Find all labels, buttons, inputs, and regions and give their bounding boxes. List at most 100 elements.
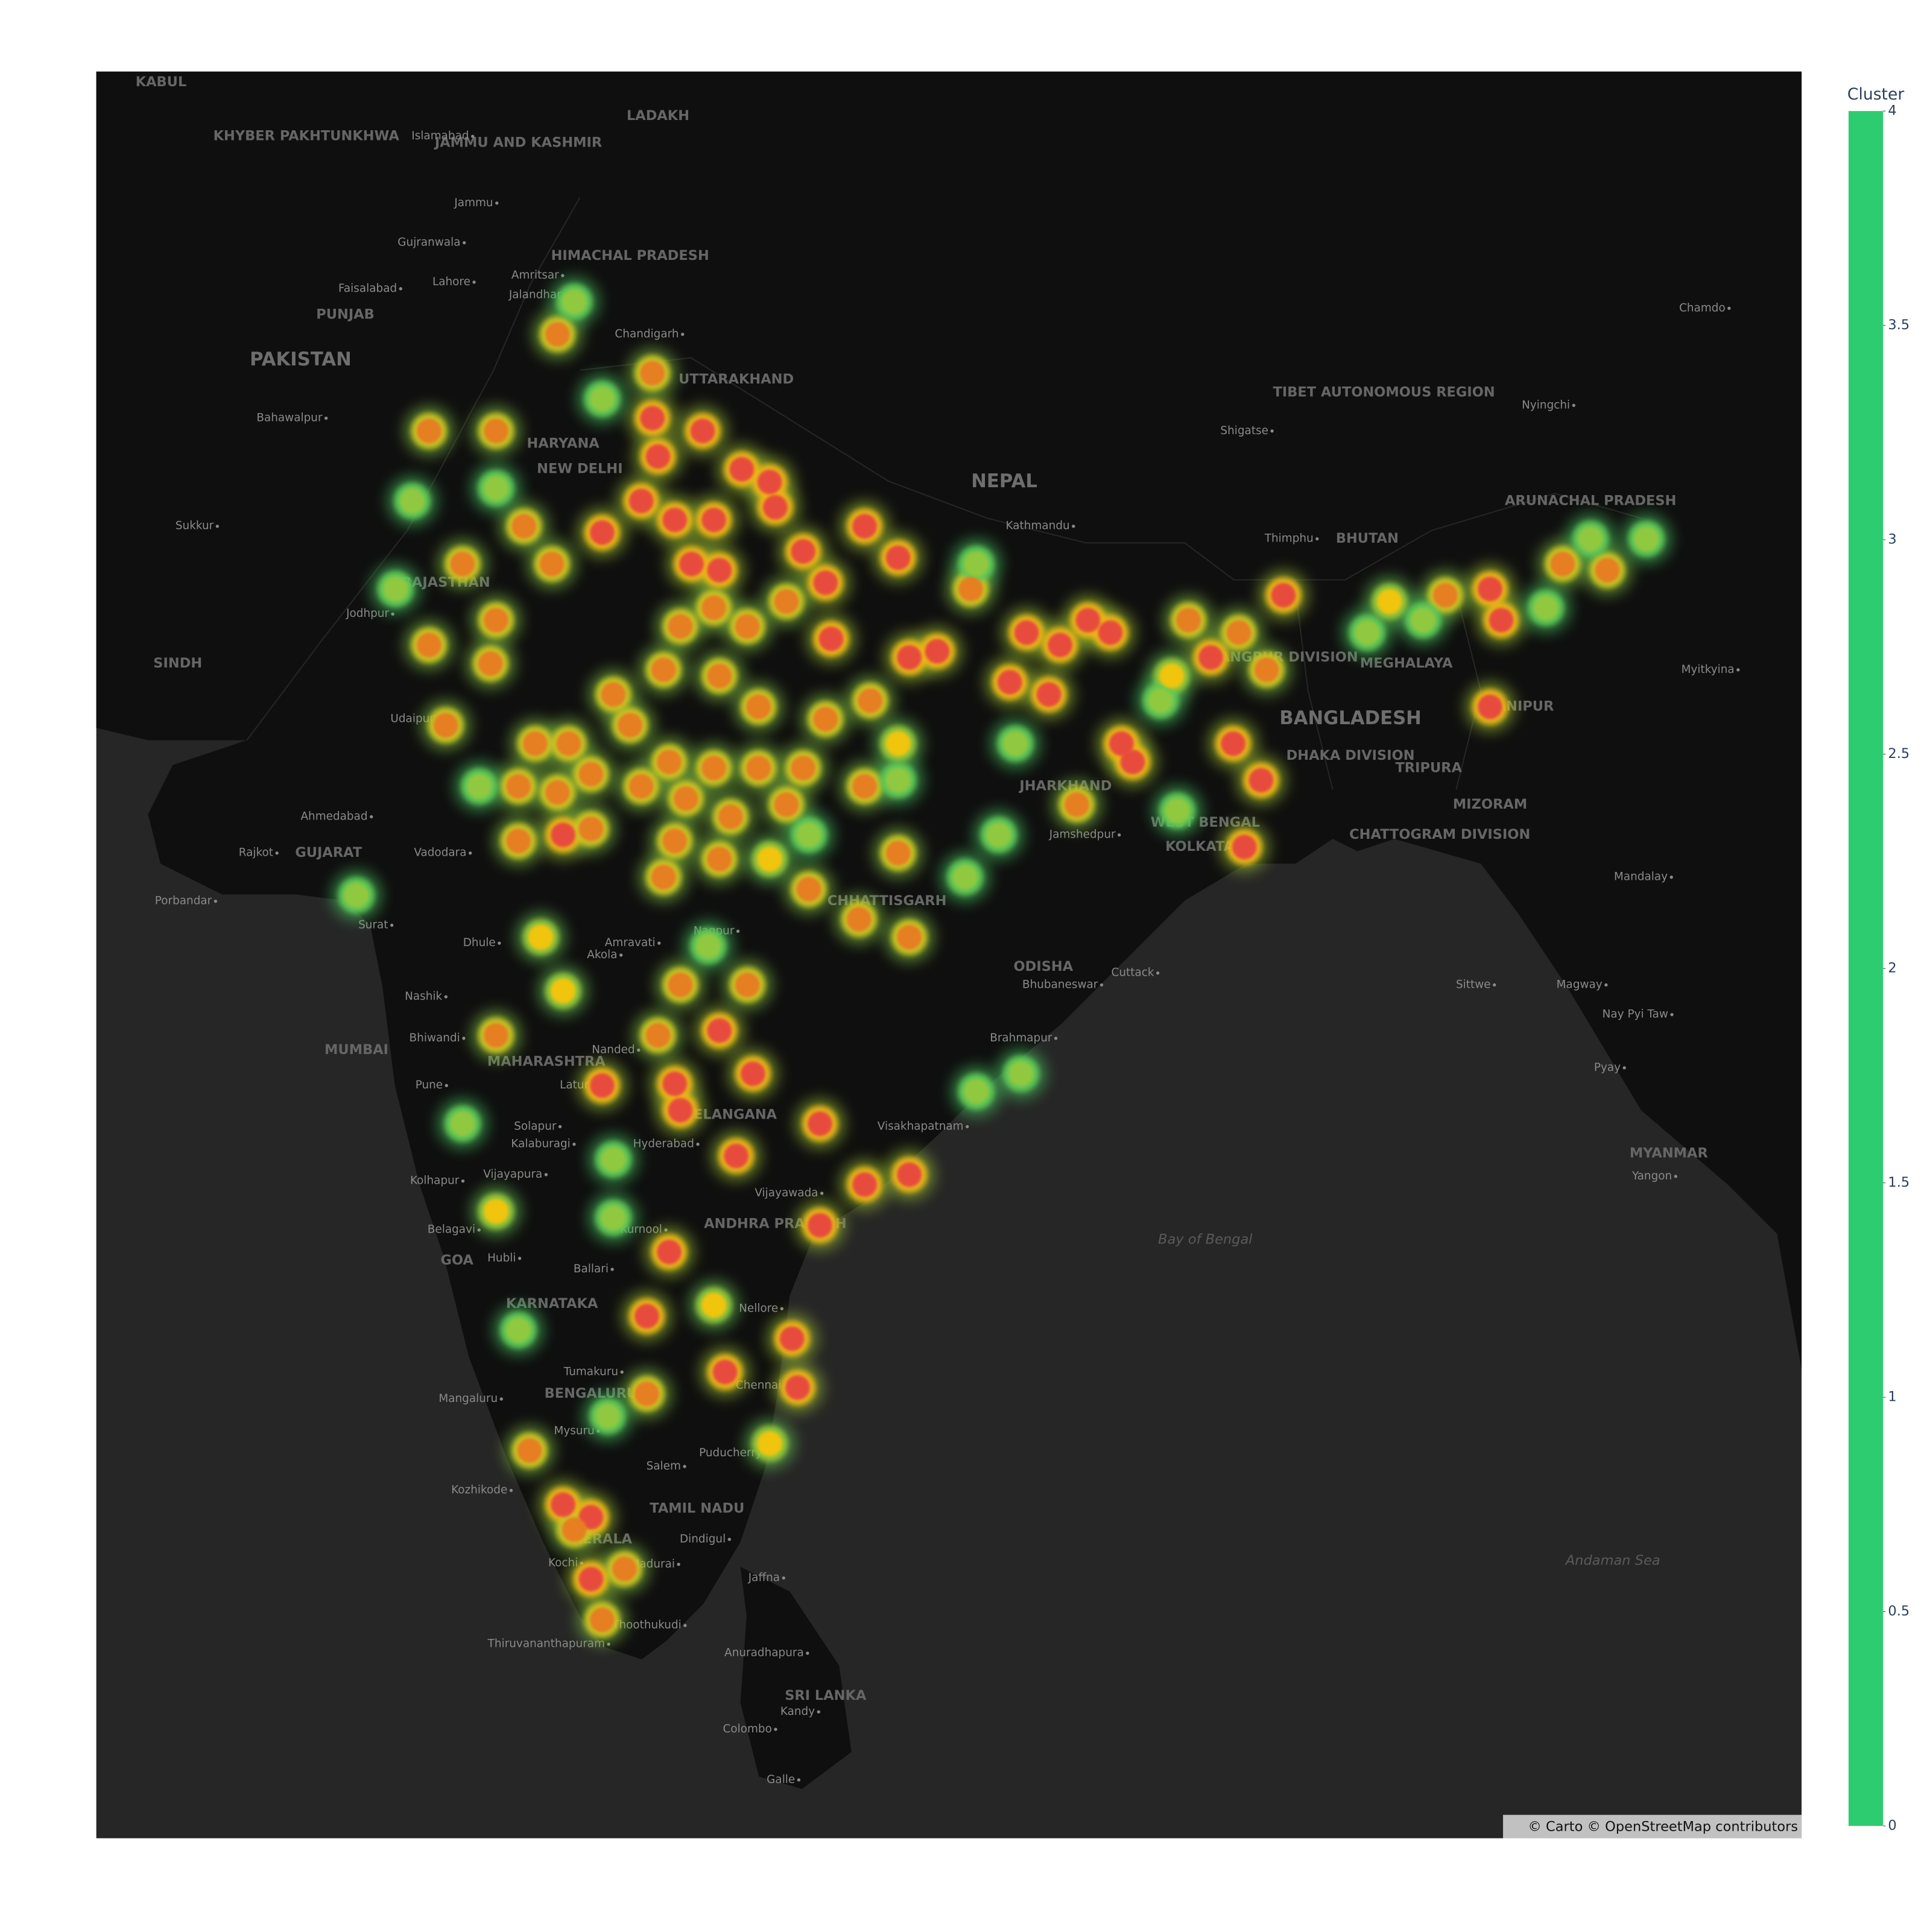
density-core (662, 1071, 688, 1096)
density-core (1120, 750, 1145, 775)
density-core (1221, 731, 1246, 756)
density-core (657, 750, 682, 775)
density-core (746, 694, 771, 719)
density-core (779, 1326, 805, 1351)
density-core (522, 731, 548, 756)
density-core (528, 924, 554, 950)
city-dot (469, 851, 472, 855)
density-core (640, 406, 665, 431)
map-label: Anuradhapura (724, 1647, 804, 1659)
density-core (634, 1381, 659, 1406)
map-label: GUJARAT (295, 845, 362, 860)
map-label: Jaffna (748, 1571, 780, 1584)
city-dot (558, 1125, 562, 1129)
density-core (673, 786, 698, 811)
density-core (701, 595, 727, 620)
density-core (651, 657, 676, 683)
density-core (416, 633, 441, 658)
map-label: Sittwe (1456, 978, 1491, 991)
map-label: Jammu (454, 197, 493, 209)
density-core (651, 865, 676, 890)
density-core (846, 906, 872, 932)
city-dot (561, 274, 565, 277)
density-core (1411, 608, 1435, 633)
map-label: LADAKH (627, 108, 689, 124)
map-label: Mysuru (554, 1424, 595, 1437)
city-dot (1670, 1012, 1674, 1017)
density-core (634, 1304, 659, 1329)
density-core (484, 476, 508, 501)
map-label: Lahore (432, 276, 470, 288)
colorbar-tick-label: 3.5 (1888, 317, 1909, 333)
density-core (668, 972, 693, 997)
city-dot (214, 899, 218, 903)
density-core (545, 780, 570, 805)
density-core (1271, 582, 1296, 608)
density-core (1014, 620, 1039, 645)
density-core (1254, 657, 1279, 683)
map-label: Kalaburagi (511, 1138, 570, 1151)
density-core (964, 1079, 989, 1104)
map-label: Brahmapur (990, 1032, 1052, 1044)
density-core (1148, 688, 1173, 713)
density-core (450, 551, 475, 576)
city-dot (619, 953, 623, 957)
density-core (701, 756, 727, 781)
density-core (478, 651, 503, 677)
city-dot (683, 1465, 686, 1468)
density-core (1198, 645, 1224, 670)
map-label: MIZORAM (1453, 797, 1527, 812)
map-label: BANGLADESH (1279, 708, 1422, 729)
map-label: Pyay (1594, 1061, 1621, 1074)
density-core (1003, 731, 1028, 756)
borders (246, 197, 1642, 790)
city-dot (620, 1370, 624, 1374)
colorbar-tick-label: 0.5 (1888, 1603, 1909, 1619)
map-label: Faisalabad (338, 282, 397, 295)
colorbar-tick-label: 4 (1888, 103, 1896, 119)
density-core (813, 570, 838, 595)
map-label: TIBET AUTONOMOUS REGION (1273, 384, 1495, 400)
city-dot (509, 1489, 513, 1492)
colorbar-tick-label: 1 (1888, 1389, 1896, 1405)
map-label: Dhule (463, 936, 496, 949)
density-core (1550, 551, 1575, 576)
density-core (506, 774, 531, 799)
density-core (897, 924, 922, 950)
density-core (589, 1607, 615, 1632)
density-core (679, 551, 704, 576)
density-core (1159, 663, 1185, 689)
density-core (774, 589, 799, 614)
map-label: GOA (441, 1252, 474, 1268)
city-dot (1054, 1037, 1058, 1040)
city-dot (399, 287, 402, 291)
map-label: Nellore (739, 1302, 778, 1315)
map-label: Nay Pyi Taw (1603, 1008, 1668, 1021)
city-dot (462, 1037, 466, 1040)
city-dot (774, 1728, 777, 1731)
density-core (383, 576, 408, 602)
density-core (701, 1293, 727, 1318)
density-core (818, 627, 844, 651)
map-label: DHAKA DIVISION (1286, 748, 1415, 763)
density-core (707, 558, 732, 583)
density-core (897, 1162, 922, 1187)
density-core (484, 1023, 508, 1048)
density-core (1478, 694, 1503, 719)
city-dot (966, 1125, 969, 1129)
density-core (897, 645, 922, 670)
map-label: Jamshedpur (1049, 829, 1116, 841)
map-label: Porbandar (155, 895, 212, 908)
density-core (1377, 589, 1402, 614)
city-dot (817, 1710, 820, 1714)
density-core (712, 1359, 738, 1384)
density-core (517, 1438, 542, 1463)
city-dot (1572, 403, 1575, 407)
map-label: Andaman Sea (1565, 1553, 1660, 1568)
density-core (628, 488, 654, 514)
density-core (796, 822, 821, 848)
sri-lanka (740, 1567, 852, 1789)
city-dot (657, 941, 661, 945)
density-core (735, 614, 760, 639)
